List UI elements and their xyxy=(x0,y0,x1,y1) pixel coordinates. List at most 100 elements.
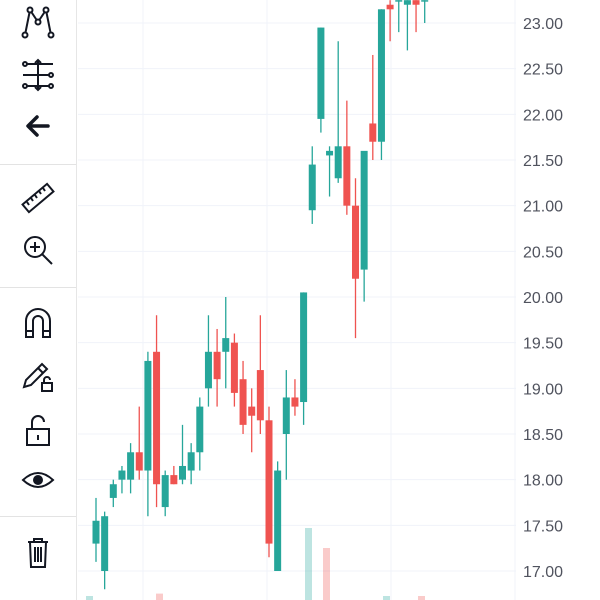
ruler-tool[interactable] xyxy=(0,176,76,220)
candle xyxy=(109,479,117,508)
candle-body xyxy=(282,397,290,434)
candle-body xyxy=(127,452,135,480)
ruler-icon xyxy=(21,182,55,214)
pencil-lock-icon xyxy=(22,362,53,392)
candle xyxy=(239,360,247,434)
candle-body xyxy=(196,406,204,453)
candle-body xyxy=(317,27,325,119)
drawing-toolbar xyxy=(0,0,77,600)
candle-body xyxy=(291,397,299,407)
candle-body xyxy=(308,164,316,211)
candle xyxy=(326,146,334,197)
y-tick-label: 18.00 xyxy=(523,473,563,490)
y-tick-label: 20.00 xyxy=(523,290,563,307)
price-axis: 23.00 22.50 22.00 21.50 21.00 20.50 20.00 19.50… xyxy=(523,16,563,581)
y-tick-label: 17.00 xyxy=(523,564,563,581)
volume-bar xyxy=(86,596,93,600)
candle xyxy=(170,465,178,485)
candle-body xyxy=(101,516,109,571)
candle xyxy=(343,100,351,215)
candle-body xyxy=(204,351,212,389)
candle-body xyxy=(300,292,308,403)
candle xyxy=(412,0,420,33)
candle-body xyxy=(222,338,230,352)
y-tick-label: 21.50 xyxy=(523,153,563,170)
visibility-tool[interactable] xyxy=(0,458,76,502)
candle xyxy=(386,0,394,42)
candle xyxy=(300,292,308,425)
candle xyxy=(127,443,135,494)
candle xyxy=(265,406,273,558)
candle-body xyxy=(170,475,178,485)
volume-bar xyxy=(383,596,390,600)
lock-tool[interactable] xyxy=(0,408,76,452)
volume-bar xyxy=(418,596,425,600)
candle-body xyxy=(403,0,411,5)
pattern-icon xyxy=(21,6,55,39)
candle xyxy=(403,0,411,51)
y-tick-label: 17.50 xyxy=(523,518,563,535)
candle xyxy=(196,397,204,471)
candle xyxy=(161,470,169,517)
candle xyxy=(360,150,368,302)
toolbar-divider xyxy=(0,287,76,288)
candle-body xyxy=(230,342,238,393)
fib-levels-tool[interactable] xyxy=(0,53,76,97)
candle xyxy=(369,54,377,160)
zoom-in-tool[interactable] xyxy=(0,228,76,272)
toolbar-divider xyxy=(0,164,76,165)
volume-bars xyxy=(86,528,425,600)
y-tick-label: 21.00 xyxy=(523,199,563,216)
pattern-tool[interactable] xyxy=(0,0,76,44)
candle-body xyxy=(248,406,256,416)
candle-body xyxy=(377,9,385,142)
candle xyxy=(377,9,385,160)
candle-body xyxy=(239,379,247,425)
y-tick-label: 19.00 xyxy=(523,381,563,398)
chart-grid xyxy=(78,0,516,600)
candle xyxy=(118,465,126,494)
candle xyxy=(256,315,264,434)
candle-body xyxy=(274,470,282,571)
candle-body xyxy=(326,150,334,156)
levels-icon xyxy=(22,58,54,92)
candle-body xyxy=(360,150,368,270)
candle xyxy=(92,497,100,562)
candle-body xyxy=(369,123,377,142)
candle-body xyxy=(386,4,394,10)
magnet-tool[interactable] xyxy=(0,300,76,344)
price-chart[interactable]: 23.00 22.50 22.00 21.50 21.00 20.50 20.00 19.50… xyxy=(78,0,600,600)
candle xyxy=(334,41,342,183)
candle xyxy=(274,461,282,571)
candle-body xyxy=(144,360,152,471)
candle xyxy=(291,379,299,416)
candle xyxy=(352,178,359,339)
volume-bar xyxy=(305,528,312,600)
candle xyxy=(204,315,212,407)
candle xyxy=(153,315,161,508)
candle-body xyxy=(179,465,186,480)
candlestick-series xyxy=(92,0,429,590)
y-tick-label: 19.50 xyxy=(523,336,563,353)
candle xyxy=(395,0,403,33)
candle xyxy=(308,146,316,224)
toolbar-divider xyxy=(0,516,76,517)
candle-body xyxy=(421,0,429,2)
volume-bar xyxy=(323,548,330,600)
trash-icon xyxy=(28,538,48,568)
candle xyxy=(144,351,152,517)
candle xyxy=(135,406,143,480)
y-tick-label: 20.50 xyxy=(523,244,563,261)
candle xyxy=(317,27,325,133)
candle xyxy=(101,511,109,590)
back-arrow[interactable] xyxy=(0,104,76,148)
candle xyxy=(222,297,230,389)
candle-body xyxy=(343,146,351,206)
y-tick-label: 22.50 xyxy=(523,62,563,79)
delete-tool[interactable] xyxy=(0,530,76,574)
unlock-icon xyxy=(26,415,50,446)
candle-body xyxy=(395,0,403,2)
lock-drawings-tool[interactable] xyxy=(0,353,76,397)
candle-body xyxy=(265,420,273,544)
candle-body xyxy=(92,520,100,544)
